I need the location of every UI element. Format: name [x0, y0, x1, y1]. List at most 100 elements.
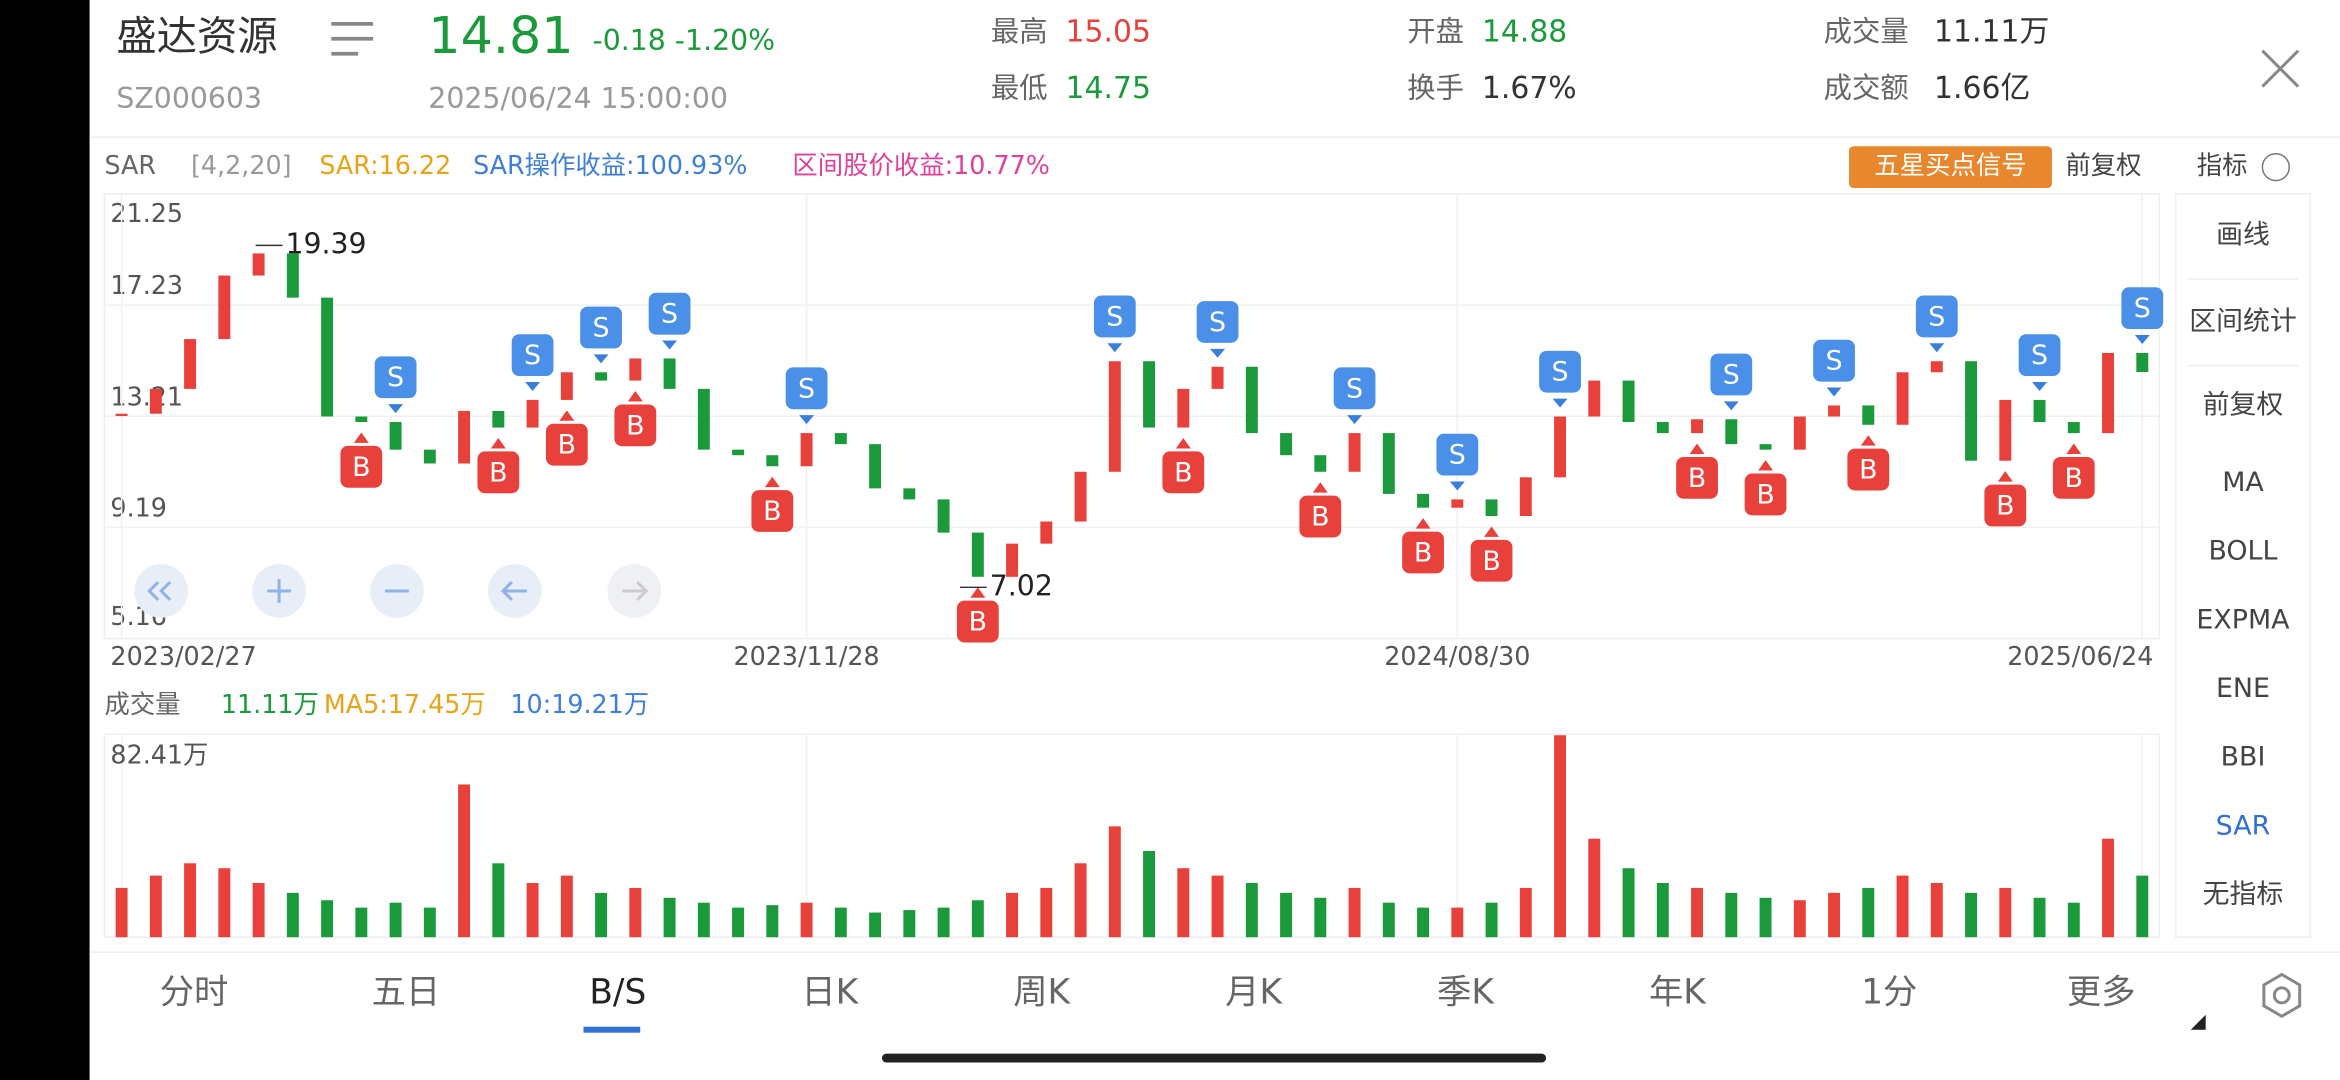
buy-signal[interactable]	[1470, 539, 1513, 582]
buy-signal-label[interactable]: B	[489, 457, 507, 488]
close-button[interactable]	[2261, 49, 2300, 88]
sell-signal-label[interactable]: S	[1209, 307, 1226, 338]
tab[interactable]: 更多	[2067, 972, 2136, 1012]
candle	[1828, 405, 1841, 417]
tab[interactable]: 年K	[1649, 972, 1707, 1012]
sell-signal-label[interactable]: S	[798, 373, 815, 404]
sell-signal-label[interactable]: S	[1106, 301, 1123, 332]
side-menu-item[interactable]: 画线	[2216, 219, 2270, 250]
sell-signal-label[interactable]: S	[2134, 293, 2151, 324]
sell-signal[interactable]	[785, 367, 828, 410]
side-menu-item[interactable]: EXPMA	[2196, 604, 2290, 635]
sell-signal[interactable]	[648, 292, 691, 335]
side-menu-item[interactable]: ENE	[2216, 673, 2270, 704]
buy-signal[interactable]	[1402, 531, 1444, 574]
buy-signal[interactable]	[1744, 473, 1787, 516]
badge-bg[interactable]	[1849, 146, 2052, 189]
settings-icon[interactable]	[2262, 972, 2302, 1019]
sell-signal-label[interactable]: S	[387, 362, 404, 393]
side-menu-item[interactable]: 无指标	[2203, 879, 2284, 910]
sell-signal[interactable]	[511, 334, 554, 377]
sell-signal[interactable]	[1196, 301, 1239, 343]
buy-signal-label[interactable]: B	[1482, 546, 1500, 577]
volume-bar	[1656, 883, 1669, 938]
buy-signal[interactable]	[614, 404, 657, 447]
candle	[218, 275, 231, 340]
sell-signal[interactable]	[1813, 339, 1855, 382]
indicator-menu[interactable]: 指标	[2197, 150, 2248, 180]
sell-signal-label[interactable]: S	[1826, 346, 1843, 377]
buy-signal-label[interactable]: B	[1996, 490, 2014, 521]
sell-signal-label[interactable]: S	[593, 312, 610, 343]
buy-signal-label[interactable]: B	[1414, 537, 1432, 568]
sell-signal-label[interactable]: S	[1723, 359, 1740, 390]
tab[interactable]: 1分	[1861, 972, 1917, 1012]
tab[interactable]: 分时	[160, 972, 229, 1012]
buy-signal-label[interactable]: B	[352, 452, 370, 483]
sell-signal[interactable]	[1333, 367, 1376, 410]
buy-signal[interactable]	[1984, 484, 2027, 527]
sell-signal-label[interactable]: S	[1346, 373, 1363, 404]
sell-signal[interactable]	[1915, 295, 1958, 338]
candle	[834, 433, 847, 445]
sell-signal-label[interactable]: S	[2031, 340, 2048, 371]
buy-signal-label[interactable]: B	[969, 607, 987, 638]
buy-signal[interactable]	[340, 445, 383, 488]
sell-signal-label[interactable]: S	[1552, 357, 1569, 388]
buy-signal[interactable]	[2052, 456, 2095, 499]
buy-signal-label[interactable]: B	[1859, 455, 1877, 486]
sell-signal-label[interactable]: S	[524, 340, 541, 371]
buy-signal-label[interactable]: B	[763, 496, 781, 527]
tab[interactable]: 日K	[801, 972, 859, 1012]
buy-signal[interactable]	[956, 600, 999, 643]
sell-signal[interactable]	[2018, 334, 2061, 377]
tab[interactable]: 周K	[1013, 972, 1071, 1012]
side-menu-item[interactable]: BBI	[2221, 742, 2266, 773]
adjust[interactable]: 前复权	[2065, 150, 2141, 180]
candle	[1656, 422, 1669, 434]
sell-signal[interactable]	[374, 356, 417, 399]
buy-signal-label[interactable]: B	[1688, 463, 1706, 494]
side-menu-item[interactable]: MA	[2222, 467, 2264, 498]
tab[interactable]: 月K	[1225, 972, 1283, 1012]
buy-signal[interactable]	[1676, 456, 1718, 499]
sell-signal[interactable]	[1436, 433, 1479, 476]
volume-bar	[1245, 883, 1258, 938]
side-menu-item[interactable]: 区间统计	[2189, 306, 2296, 337]
sell-signal-label[interactable]: S	[661, 299, 678, 330]
buy-signal-label[interactable]: B	[1311, 502, 1329, 533]
side-menu-item[interactable]: BOLL	[2208, 536, 2277, 567]
tab[interactable]: 季K	[1437, 972, 1495, 1012]
volume-bar	[869, 912, 882, 938]
buy-pointer	[627, 391, 643, 402]
sell-signal[interactable]	[1539, 350, 1581, 393]
buy-signal[interactable]	[477, 451, 520, 494]
buy-signal-label[interactable]: B	[1756, 479, 1774, 510]
side-menu-item[interactable]: SAR	[2216, 810, 2271, 841]
menu-icon[interactable]	[331, 22, 374, 56]
buy-pointer	[2066, 443, 2082, 454]
sell-signal-label[interactable]: S	[1928, 301, 1945, 332]
y-tick-label: 13.21	[110, 381, 183, 411]
badge[interactable]: 五星买点信号	[1874, 150, 2026, 180]
buy-signal[interactable]	[1847, 448, 1890, 491]
buy-signal[interactable]	[751, 490, 794, 532]
buy-signal-label[interactable]: B	[1174, 457, 1192, 488]
buy-signal-label[interactable]: B	[626, 410, 644, 441]
sell-signal[interactable]	[1710, 353, 1753, 396]
side-menu-item[interactable]: 前复权	[2203, 389, 2284, 420]
sell-signal[interactable]	[1093, 295, 1136, 338]
sell-signal-label[interactable]: S	[1449, 440, 1466, 471]
buy-signal[interactable]	[1162, 451, 1205, 494]
volume-bar	[1417, 907, 1430, 938]
candle	[2102, 352, 2115, 434]
buy-signal[interactable]	[1299, 495, 1342, 538]
buy-signal-label[interactable]: B	[558, 430, 576, 461]
buy-signal[interactable]	[545, 423, 588, 466]
tab[interactable]: 五日	[372, 972, 441, 1012]
tab[interactable]: B/S	[589, 972, 646, 1012]
sell-signal[interactable]	[2121, 287, 2164, 330]
sell-signal[interactable]	[580, 306, 622, 349]
menu-arrow[interactable]	[2261, 152, 2290, 182]
buy-signal-label[interactable]: B	[2065, 463, 2083, 494]
